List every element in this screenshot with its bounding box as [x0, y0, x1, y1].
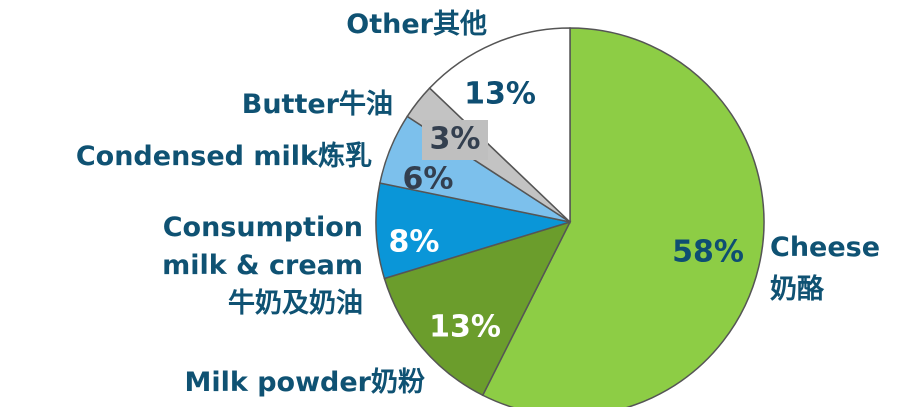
- value-label: 13%: [429, 310, 501, 345]
- value-label: 58%: [672, 235, 744, 270]
- pie-slice: [428, 27, 571, 224]
- value-label: 3%: [430, 122, 481, 157]
- label-background: [422, 120, 488, 160]
- category-label: Milk powder奶粉: [184, 367, 425, 398]
- pie-slice: [375, 182, 571, 280]
- pie-slice: [383, 220, 572, 397]
- category-label: Butter牛油: [242, 89, 393, 120]
- value-label: 13%: [464, 77, 536, 112]
- category-label: Consumption milk & cream 牛奶及奶油: [162, 212, 363, 319]
- category-label: Other其他: [346, 9, 487, 40]
- value-label: 8%: [389, 225, 440, 260]
- value-label: 6%: [403, 162, 454, 197]
- category-label: Cheese 奶酪: [770, 232, 880, 305]
- category-label: Condensed milk炼乳: [76, 140, 372, 172]
- pie-slice: [481, 27, 765, 407]
